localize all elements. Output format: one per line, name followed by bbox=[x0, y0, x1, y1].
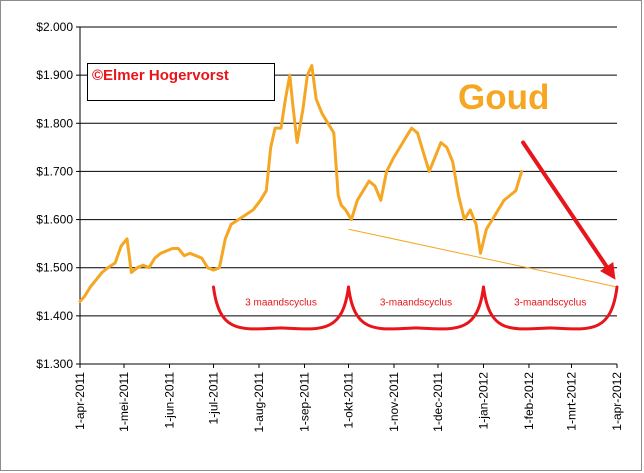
chart-title: Goud bbox=[458, 78, 550, 117]
y-tick-label: $1.700 bbox=[36, 164, 73, 178]
down-arrow-shaft bbox=[521, 140, 609, 269]
trendline bbox=[348, 228, 618, 288]
cycle-arc bbox=[212, 285, 350, 331]
x-tick-label: 1-jul-2011 bbox=[207, 372, 221, 425]
copyright-text: ©Elmer Hogervorst bbox=[92, 67, 229, 84]
x-tick-label: 1-feb-2012 bbox=[522, 372, 536, 430]
cycle-arc bbox=[347, 285, 485, 331]
y-tick-label: $1.500 bbox=[36, 261, 73, 275]
cycle-label: 3-maandscyclus bbox=[380, 297, 452, 308]
x-tick-label: 1-jun-2011 bbox=[163, 372, 177, 429]
y-tick-label: $1.300 bbox=[36, 357, 73, 371]
cycle-label: 3 maandscyclus bbox=[245, 297, 317, 308]
x-tick-label: 1-mrt-2012 bbox=[565, 372, 579, 431]
x-tick-label: 1-nov-2011 bbox=[387, 372, 401, 432]
series-layer bbox=[78, 64, 524, 303]
x-tick-label: 1-sep-2011 bbox=[297, 372, 311, 432]
y-tick-label: $1.800 bbox=[36, 116, 73, 130]
y-tick-label: $1.400 bbox=[36, 309, 73, 323]
x-tick-label: 1-okt-2011 bbox=[342, 372, 356, 429]
y-tick-label: $1.600 bbox=[36, 213, 73, 227]
x-tick-label: 1-apr-2011 bbox=[73, 372, 87, 430]
down-arrow-head bbox=[600, 262, 616, 280]
x-tick-label: 1-mei-2011 bbox=[117, 372, 131, 432]
copyright-box: ©Elmer Hogervorst bbox=[87, 63, 275, 101]
x-tick-label: 1-aug-2011 bbox=[252, 372, 266, 433]
y-tick-label: $2.000 bbox=[36, 20, 73, 34]
axis-layer: $1.300 $1.400 $1.500 $1.600 $1.700 $1.800 $1.9… bbox=[36, 20, 624, 433]
gold-price-line bbox=[78, 64, 524, 303]
cycle-label: 3-maandscyclus bbox=[514, 297, 586, 308]
x-tick-label: 1-jan-2012 bbox=[476, 372, 490, 430]
annotation-layer: 3 maandscyclus 3-maandscyclus 3-maandscycl… bbox=[212, 140, 619, 331]
y-tick-label: $1.900 bbox=[36, 68, 73, 82]
x-tick-label: 1-dec-2011 bbox=[431, 372, 445, 432]
x-tick-label: 1-apr-2012 bbox=[610, 372, 624, 431]
cycle-arc bbox=[482, 285, 619, 331]
